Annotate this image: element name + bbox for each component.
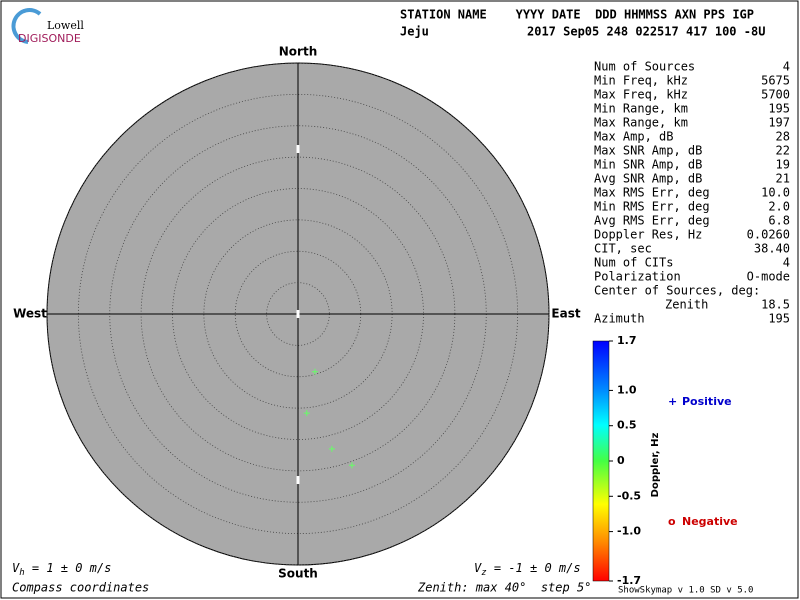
stat-value: 0.0260 xyxy=(747,228,790,242)
stat-label: Max RMS Err, deg xyxy=(594,186,710,200)
stat-value: 5700 xyxy=(761,88,790,102)
stat-value: 38.40 xyxy=(754,242,790,256)
stat-label: Min Range, km xyxy=(594,102,688,116)
colorbar xyxy=(592,340,610,582)
colorbar-label: -1.7 xyxy=(617,574,641,587)
stat-label: CIT, sec xyxy=(594,242,652,256)
axis-tick xyxy=(296,310,300,318)
stat-label: Avg RMS Err, deg xyxy=(594,214,710,228)
stat-value: 22 xyxy=(776,144,790,158)
legend-marker: o xyxy=(668,515,676,528)
stat-value: O-mode xyxy=(747,270,790,284)
stat-label: Max SNR Amp, dB xyxy=(594,144,702,158)
stat-label: Min SNR Amp, dB xyxy=(594,158,702,172)
stat-label: Num of Sources xyxy=(594,60,695,74)
stat-label: Min RMS Err, deg xyxy=(594,200,710,214)
stat-label: Num of CITs xyxy=(594,256,673,270)
axis-tick xyxy=(296,476,300,484)
stat-label: Azimuth xyxy=(594,312,645,326)
coords: Compass coordinates xyxy=(12,581,149,595)
vz: Vz = -1 ± 0 m/s xyxy=(474,561,581,578)
stat-value: 18.5 xyxy=(761,298,790,312)
source-point xyxy=(348,462,355,469)
colorbar-title: Doppler, Hz xyxy=(650,433,661,498)
north: North xyxy=(279,45,317,59)
logo-arc xyxy=(11,8,42,44)
stat-label: Polarization xyxy=(594,270,681,284)
stat-value: 28 xyxy=(776,130,790,144)
stat-value: 19 xyxy=(776,158,790,172)
colorbar-label: 0 xyxy=(617,454,625,467)
west: West xyxy=(13,307,47,321)
station: Jeju xyxy=(400,25,429,39)
colorbar-label: 0.5 xyxy=(617,419,637,432)
stat-label: Min Freq, kHz xyxy=(594,74,688,88)
colorbar-label: 1.7 xyxy=(617,334,637,347)
stat-label: Doppler Res, Hz xyxy=(594,228,702,242)
logo-bottom: DIGISONDE xyxy=(18,32,81,45)
legend-marker: + xyxy=(668,395,677,408)
vh: Vh = 1 ± 0 m/s xyxy=(12,561,111,578)
axis-tick xyxy=(296,145,300,153)
source-point xyxy=(303,410,310,417)
header-columns: STATION NAME YYYY DATE DDD HHMMSS AXN PP… xyxy=(400,8,754,22)
colorbar-label: -1.0 xyxy=(617,525,641,538)
source-point xyxy=(311,368,318,375)
colorbar-label: -0.5 xyxy=(617,489,641,502)
legend-label: Negative xyxy=(682,515,738,528)
stat-label: Max Freq, kHz xyxy=(594,88,688,102)
stat-value: 5675 xyxy=(761,74,790,88)
stat-value: 197 xyxy=(768,116,790,130)
stat-value: 4 xyxy=(783,60,790,74)
legend-label: Positive xyxy=(682,395,732,408)
zenith-note: Zenith: max 40° step 5° xyxy=(417,581,591,595)
stat-value: 2.0 xyxy=(768,200,790,214)
stat-value: 10.0 xyxy=(761,186,790,200)
stat-label: Avg SNR Amp, dB xyxy=(594,172,702,186)
logo-top: Lowell xyxy=(47,19,84,32)
stat-value: 195 xyxy=(768,102,790,116)
stat-value: 195 xyxy=(768,312,790,326)
south: South xyxy=(278,567,318,581)
stat-value: 21 xyxy=(776,172,790,186)
record: 2017 Sep05 248 022517 417 100 -8U xyxy=(527,25,765,39)
stat-label: Center of Sources, deg: xyxy=(594,284,760,298)
stat-label: Max Range, km xyxy=(594,116,688,130)
version: ShowSkymap v 1.0 SD v 5.0 xyxy=(618,586,753,596)
east: East xyxy=(551,307,580,321)
colorbar-label: 1.0 xyxy=(617,383,637,396)
stat-label: Max Amp, dB xyxy=(594,130,673,144)
stat-value: 6.8 xyxy=(768,214,790,228)
source-point xyxy=(328,445,335,452)
stat-value: 4 xyxy=(783,256,790,270)
stat-label: Zenith xyxy=(665,298,708,312)
